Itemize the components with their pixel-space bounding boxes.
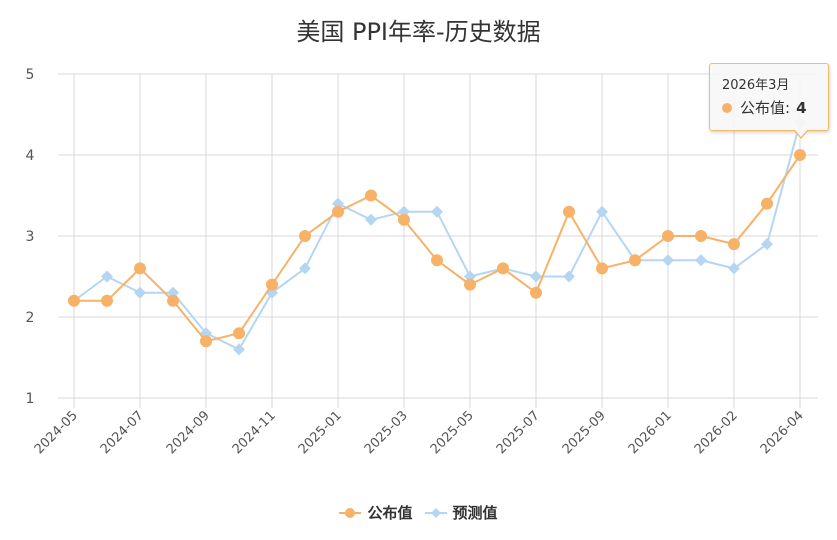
data-point[interactable] xyxy=(728,262,740,275)
data-point[interactable] xyxy=(431,205,443,218)
data-point[interactable] xyxy=(497,262,509,275)
legend-diamond-icon xyxy=(424,507,447,518)
data-point[interactable] xyxy=(398,213,410,226)
data-point[interactable] xyxy=(530,286,542,299)
y-tick-label: 5 xyxy=(26,67,35,83)
tooltip-value: 4 xyxy=(796,98,807,117)
data-point[interactable] xyxy=(266,278,278,291)
data-point[interactable] xyxy=(134,286,146,299)
data-point[interactable] xyxy=(794,149,806,161)
x-tick-label: 2025-07 xyxy=(494,408,543,457)
data-point[interactable] xyxy=(530,270,542,283)
chart-title: 美国 PPI年率-历史数据 xyxy=(296,18,541,46)
data-point[interactable] xyxy=(563,270,575,283)
data-point[interactable] xyxy=(464,278,476,291)
data-point[interactable] xyxy=(233,343,245,356)
x-tick-label: 2024-05 xyxy=(32,408,81,457)
tooltip-arrow-inner xyxy=(794,129,808,137)
x-axis: 2024-05 2024-07 2024-09 2024-11 2025-01 2025-… xyxy=(32,408,807,457)
data-point[interactable] xyxy=(596,205,608,218)
tooltip-date: 2026年3月 xyxy=(722,78,790,93)
x-tick-label: 2025-09 xyxy=(560,408,609,457)
x-tick-label: 2026-01 xyxy=(626,408,675,457)
data-point[interactable] xyxy=(365,213,377,226)
tooltip-row: 公布值 : 4 xyxy=(722,97,828,118)
data-point[interactable] xyxy=(728,238,740,251)
data-point[interactable] xyxy=(299,262,311,275)
data-point[interactable] xyxy=(596,262,608,275)
data-point[interactable] xyxy=(200,335,212,348)
legend-label-forecast: 预测值 xyxy=(452,504,498,522)
data-point[interactable] xyxy=(299,230,311,242)
x-tick-label: 2026-04 xyxy=(758,408,807,457)
legend-circle-icon xyxy=(339,507,362,518)
data-point[interactable] xyxy=(233,327,245,340)
data-point[interactable] xyxy=(365,189,377,202)
x-tick-label: 2025-03 xyxy=(362,408,411,457)
x-tick-label: 2024-09 xyxy=(164,408,213,457)
data-point[interactable] xyxy=(332,205,344,218)
data-point[interactable] xyxy=(761,197,773,210)
legend-item-forecast[interactable]: 预测值 xyxy=(424,502,498,523)
x-tick-label: 2026-02 xyxy=(692,408,741,457)
series-actual-line[interactable] xyxy=(68,149,806,348)
x-tick-label: 2024-07 xyxy=(98,408,147,457)
data-point[interactable] xyxy=(68,294,80,307)
tooltip: 2026年3月 公布值 : 4 xyxy=(709,63,829,131)
data-point[interactable] xyxy=(761,238,773,251)
tooltip-separator: : xyxy=(785,98,791,117)
legend-label-actual: 公布值 xyxy=(367,504,413,522)
data-point[interactable] xyxy=(101,270,113,283)
tooltip-series-label: 公布值 xyxy=(740,99,786,117)
data-point[interactable] xyxy=(431,254,443,267)
data-point[interactable] xyxy=(563,205,575,218)
x-tick-label: 2024-11 xyxy=(230,408,279,457)
data-point[interactable] xyxy=(101,294,113,307)
data-point[interactable] xyxy=(662,230,674,242)
y-axis: 1 2 3 4 5 xyxy=(26,67,35,407)
data-point[interactable] xyxy=(662,254,674,267)
data-point[interactable] xyxy=(134,262,146,275)
tooltip-circle-icon xyxy=(722,102,732,113)
data-point[interactable] xyxy=(695,230,707,242)
y-tick-label: 3 xyxy=(26,229,35,245)
y-tick-label: 4 xyxy=(26,148,35,164)
data-point[interactable] xyxy=(629,254,641,267)
data-point[interactable] xyxy=(167,294,179,307)
x-tick-label: 2025-05 xyxy=(428,408,477,457)
legend: 公布值 预测值 xyxy=(0,502,837,523)
data-point[interactable] xyxy=(695,254,707,267)
y-tick-label: 2 xyxy=(26,310,35,326)
legend-item-actual[interactable]: 公布值 xyxy=(339,502,413,523)
y-tick-label: 1 xyxy=(26,391,35,407)
x-tick-label: 2025-01 xyxy=(296,408,345,457)
